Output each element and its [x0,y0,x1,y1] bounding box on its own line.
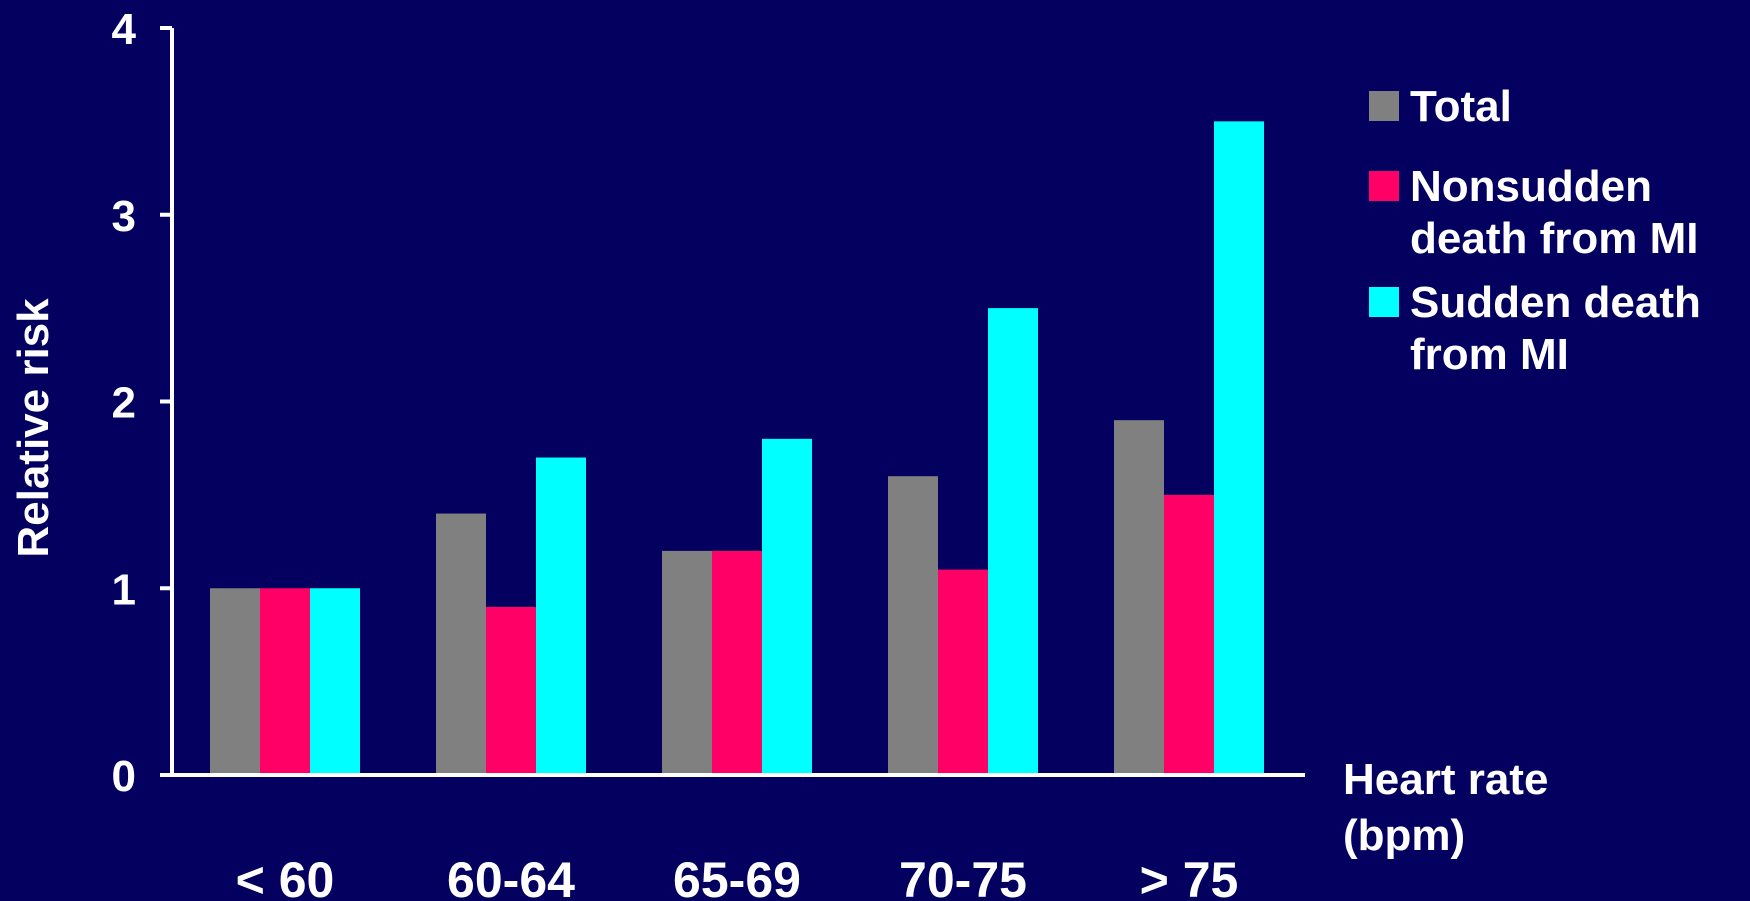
y-tick-label: 1 [112,565,136,614]
bars-group [210,121,1264,775]
bar-3-series-2 [712,550,762,775]
y-ticks-group: 0 1 2 3 4 [112,5,172,801]
bar-2-series-3 [536,457,586,775]
legend-label-1: Total [1410,82,1512,131]
x-category-label: 60-64 [447,852,575,901]
y-tick-label: 0 [112,752,136,801]
legend-swatch-1 [1369,91,1399,121]
y-tick-label: 4 [112,5,137,54]
x-category-label: 65-69 [673,852,801,901]
x-category-label: < 60 [236,852,335,901]
x-category-label: > 75 [1140,852,1239,901]
y-tick-label: 2 [112,379,136,428]
y-tick-label: 3 [112,192,136,241]
bar-1-series-1 [210,588,260,775]
bar-3-series-3 [762,438,812,775]
legend-label-3: Sudden death [1410,278,1701,327]
bar-1-series-3 [310,588,360,775]
y-axis-title: Relative risk [9,298,58,558]
bar-4-series-3 [988,308,1038,775]
bar-4-series-1 [888,476,938,775]
legend-swatch-3 [1369,287,1399,317]
legend-swatch-2 [1369,171,1399,201]
bar-3-series-1 [662,550,712,775]
legend-label-2: Nonsudden [1410,162,1652,211]
x-axis-title-line-2: (bpm) [1343,811,1465,860]
x-axis-title-line-1: Heart rate [1343,755,1548,804]
bar-1-series-2 [260,588,310,775]
bar-5-series-3 [1214,121,1264,775]
x-axis-title: Heart rate (bpm) [1343,755,1561,860]
bar-4-series-2 [938,569,988,775]
x-category-label: 70-75 [899,852,1027,901]
legend-label-2: death from MI [1410,214,1698,263]
bar-5-series-1 [1114,420,1164,775]
legend-label-3: from MI [1410,330,1569,379]
bar-2-series-1 [436,513,486,775]
bar-5-series-2 [1164,494,1214,775]
bar-2-series-2 [486,606,536,775]
x-ticks-group: < 60 60-64 65-69 70-75 > 75 [236,852,1239,901]
